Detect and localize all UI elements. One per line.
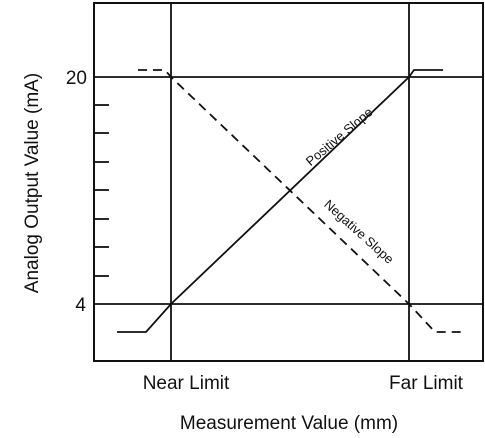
y-tick-4: 4: [75, 295, 86, 316]
y-axis-label: Analog Output Value (mA): [22, 73, 43, 293]
x-tick-far-limit: Far Limit: [389, 373, 464, 394]
x-tick-near-limit: Near Limit: [143, 373, 230, 394]
x-axis-label: Measurement Value (mm): [180, 413, 398, 434]
negative-slope-line: [138, 69, 466, 333]
positive-slope-label: Positive Slope: [303, 104, 376, 168]
y-tick-20: 20: [66, 68, 87, 89]
plot-frame: [93, 2, 484, 362]
y-minor-ticks: [94, 104, 109, 277]
positive-slope-line: [117, 69, 443, 333]
